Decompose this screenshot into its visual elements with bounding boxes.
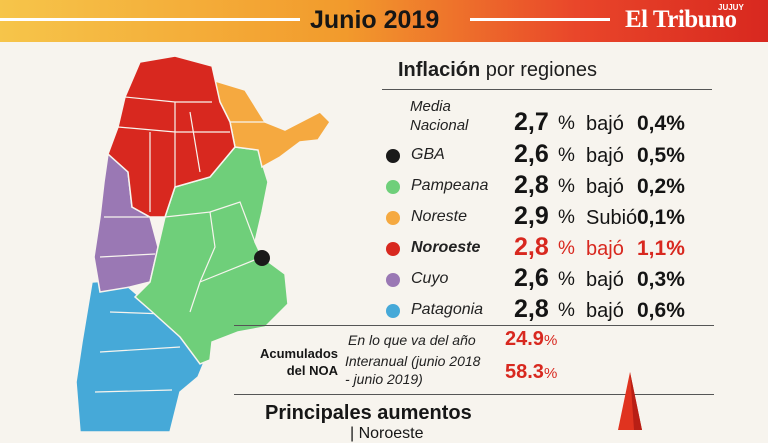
row-gba: GBA 2,6 % bajó 0,5% [380,140,740,170]
row-change-value: 0,3% [637,268,685,291]
increases-title: Principales aumentos [265,402,472,424]
year-to-date-value: 24.9% [505,328,558,350]
legend-dot-icon [386,242,400,256]
header-rule-left [0,18,300,21]
row-name: Noreste [411,208,468,225]
row-name: Pampeana [411,177,489,194]
row-change-value: 0,1% [637,206,685,229]
row-value: 2,8 [514,295,549,323]
interannual-value: 58.3% [505,361,558,383]
red-arrow-decoration [618,372,642,430]
row-percent: % [558,113,575,134]
row-percent: % [558,238,575,259]
row-value: 2,9 [514,202,549,230]
media-nacional-label: Media Nacional [410,98,469,134]
row-change-word: bajó [586,269,624,291]
row-name: GBA [411,146,445,163]
row-value: 2,6 [514,264,549,292]
increases-subtitle: | Noroeste [350,425,424,442]
legend-dot-icon [386,149,400,163]
accumulated-rule-top [234,325,714,326]
row-name: Cuyo [411,270,449,287]
subtitle-rule [382,89,712,90]
row-percent: % [558,207,575,228]
row-noreste: Noreste 2,9 % Subió 0,1% [380,202,740,232]
accumulated-label: Acumulados del NOA [259,346,338,378]
row-percent: % [558,269,575,290]
row-percent: % [558,176,575,197]
legend-dot-icon [386,304,400,318]
row-change-word: bajó [586,238,624,260]
interannual-label: Interanual (junio 2018- junio 2019) [345,353,481,387]
row-change-word: bajó [586,176,624,198]
accumulated-rule-bottom [234,394,714,395]
year-to-date-label: En lo que va del año [348,332,476,348]
row-value: 2,8 [514,233,549,261]
row-change-word: bajó [586,145,624,167]
legend-dot-icon [386,180,400,194]
row-value: 2,7 [514,108,549,136]
row-value: 2,8 [514,171,549,199]
argentina-map [75,55,331,432]
row-noroeste: Noroeste 2,8 % bajó 1,1% [380,233,740,263]
row-change-value: 0,4% [637,112,685,135]
row-change-value: 1,1% [637,237,685,260]
row-name: Patagonia [411,301,484,318]
row-value: 2,6 [514,140,549,168]
header-banner: Junio 2019 El Tribuno JUJUY [0,0,768,42]
header-rule-right [470,18,610,21]
chart-subtitle: Inflación por regiones [398,59,597,81]
row-patagonia: Patagonia 2,8 % bajó 0,6% [380,295,740,325]
row-pampeana: Pampeana 2,8 % bajó 0,2% [380,171,740,201]
row-percent: % [558,300,575,321]
row-change-word: Subió [586,207,638,229]
row-change-value: 0,5% [637,144,685,167]
page-title: Junio 2019 [310,6,440,34]
legend-dot-icon [386,273,400,287]
row-media-nacional: 2,7 % bajó 0,4% [380,108,740,138]
row-change-value: 0,6% [637,299,685,322]
brand-edition: JUJUY [718,3,744,12]
row-cuyo: Cuyo 2,6 % bajó 0,3% [380,264,740,294]
row-change-word: bajó [586,113,624,135]
brand-logo: El Tribuno [625,6,737,33]
row-change-word: bajó [586,300,624,322]
map-noroeste [107,55,236,218]
row-change-value: 0,2% [637,175,685,198]
row-name: Noroeste [411,239,481,256]
map-gba [254,250,270,266]
legend-dot-icon [386,211,400,225]
row-percent: % [558,145,575,166]
